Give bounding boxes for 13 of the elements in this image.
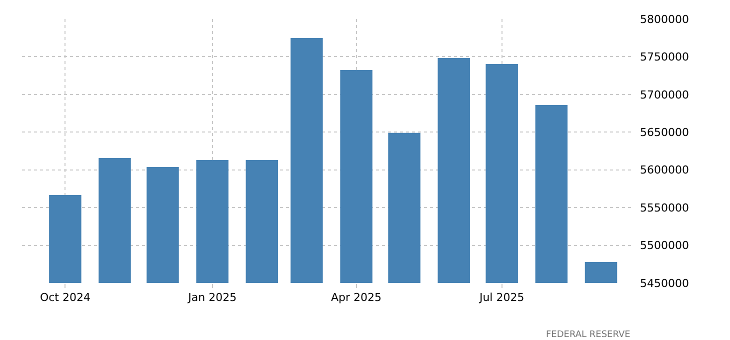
y-tick-label: 5600000	[640, 164, 689, 177]
y-tick-label: 5650000	[640, 126, 689, 139]
y-tick-label: 5800000	[640, 12, 689, 26]
x-tick-label: Oct 2024	[40, 291, 90, 304]
y-tick-label: 5700000	[640, 88, 689, 102]
text: FEDERAL RESERVE	[546, 330, 631, 340]
y-tick-label: 5550000	[640, 201, 689, 214]
x-tick-label: Apr 2025	[331, 291, 382, 304]
x-tick-label: Jan 2025	[187, 291, 237, 304]
y-tick-label: 5500000	[640, 239, 689, 252]
y-tick-label: 5450000	[640, 276, 689, 290]
x-tick-label: Jul 2025	[478, 291, 524, 304]
y-tick-label: 5750000	[640, 50, 689, 64]
